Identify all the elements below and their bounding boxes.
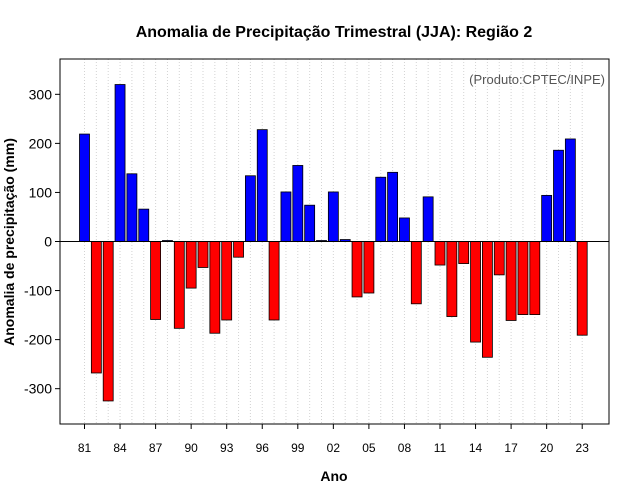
bar-1986 <box>138 208 150 242</box>
bar-2011 <box>434 241 446 266</box>
bar-2012 <box>446 241 458 317</box>
bar-2023 <box>576 241 588 336</box>
bar-2020 <box>541 194 553 242</box>
x-axis: 81 84 87 90 93 96 99 02 05 08 11 14 17 20 23 <box>78 424 589 455</box>
bar-2021 <box>553 149 564 242</box>
x-tick-label: 02 <box>327 441 341 455</box>
y-tick-label: -200 <box>24 332 52 348</box>
x-tick-label: 99 <box>291 441 305 455</box>
bar-2019 <box>529 241 541 315</box>
bar-2018 <box>517 241 529 315</box>
y-axis-label: Anomalia de precipitação (mm) <box>1 138 17 346</box>
bar-2009 <box>410 241 422 305</box>
bar-2007 <box>387 171 399 242</box>
chart-subtitle: (Produto:CPTEC/INPE) <box>469 72 605 87</box>
bar-1987 <box>150 241 162 320</box>
bar-2010 <box>422 196 434 242</box>
bar-1992 <box>209 241 221 334</box>
y-tick-label: 100 <box>29 184 53 200</box>
x-tick-label: 87 <box>149 441 163 455</box>
x-tick-label: 81 <box>78 441 92 455</box>
bar-2022 <box>564 138 576 242</box>
bar-1999 <box>292 165 304 242</box>
bar-2005 <box>363 241 375 294</box>
bar-2017 <box>505 241 517 321</box>
x-tick-label: 84 <box>113 441 127 455</box>
bar-1995 <box>244 175 256 242</box>
y-tick-label: -300 <box>24 381 52 397</box>
y-axis: -300 -200 -100 0 100 200 300 <box>24 86 60 397</box>
bar-1994 <box>233 241 244 258</box>
y-tick-label: 0 <box>44 234 52 250</box>
bar-2006 <box>375 176 387 242</box>
bar-1989 <box>173 241 185 329</box>
bar-1990 <box>185 241 197 289</box>
bar-1998 <box>280 191 292 242</box>
bar-2004 <box>351 241 363 298</box>
bar-2002 <box>327 191 339 242</box>
x-tick-label: 14 <box>469 441 483 455</box>
bar-1996 <box>256 129 268 242</box>
bar-2000 <box>304 204 316 242</box>
x-tick-label: 20 <box>540 441 554 455</box>
y-tick-label: -100 <box>24 283 52 299</box>
y-tick-label: 200 <box>29 135 53 151</box>
x-tick-label: 90 <box>184 441 198 455</box>
bar-2008 <box>399 217 410 242</box>
bar-1993 <box>221 241 233 321</box>
y-tick-label: 300 <box>29 86 53 102</box>
bars <box>79 84 588 402</box>
bar-1997 <box>268 241 280 321</box>
grid-lines <box>84 59 583 424</box>
bar-2016 <box>493 241 505 276</box>
x-tick-label: 05 <box>362 441 376 455</box>
bar-2015 <box>481 241 493 358</box>
bar-2014 <box>470 241 481 343</box>
bar-1984 <box>114 84 126 242</box>
x-tick-label: 23 <box>576 441 590 455</box>
bar-2013 <box>458 241 470 264</box>
x-tick-label: 11 <box>434 441 447 455</box>
x-axis-label: Ano <box>320 468 347 484</box>
x-tick-label: 96 <box>256 441 270 455</box>
bar-1981 <box>79 133 90 242</box>
x-tick-label: 17 <box>504 441 518 455</box>
chart-title: Anomalia de Precipitação Trimestral (JJA… <box>136 24 533 41</box>
bar-1991 <box>197 241 209 268</box>
bar-1982 <box>90 241 102 374</box>
x-tick-label: 93 <box>220 441 234 455</box>
bar-1985 <box>126 173 138 242</box>
bar-1983 <box>102 241 114 402</box>
x-tick-label: 08 <box>398 441 412 455</box>
